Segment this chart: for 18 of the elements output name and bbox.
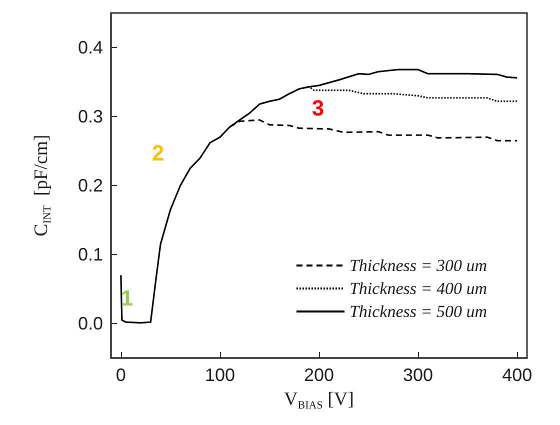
x-tick-label: 200 <box>304 365 334 385</box>
y-tick-label: 0.1 <box>78 244 103 264</box>
x-tick-label: 300 <box>403 365 434 385</box>
legend-label: Thickness = 300 um <box>349 256 488 275</box>
x-tick-label: 0 <box>116 365 126 385</box>
legend-label: Thickness = 400 um <box>349 279 488 298</box>
annotation: 2 <box>152 140 164 166</box>
y-tick-label: 0.4 <box>78 38 103 58</box>
annotation: 1 <box>120 286 134 310</box>
legend-label: Thickness = 500 um <box>349 302 488 321</box>
x-tick-label: 400 <box>502 365 532 385</box>
y-axis-title: CINT [pF/cm] <box>31 134 54 236</box>
x-tick-label: 100 <box>204 365 235 385</box>
y-tick-label: 0.0 <box>78 314 103 334</box>
annotation: 3 <box>312 96 324 120</box>
line-series <box>120 68 518 324</box>
y-tick-label: 0.3 <box>78 106 103 126</box>
y-tick-label: 0.2 <box>78 176 103 196</box>
